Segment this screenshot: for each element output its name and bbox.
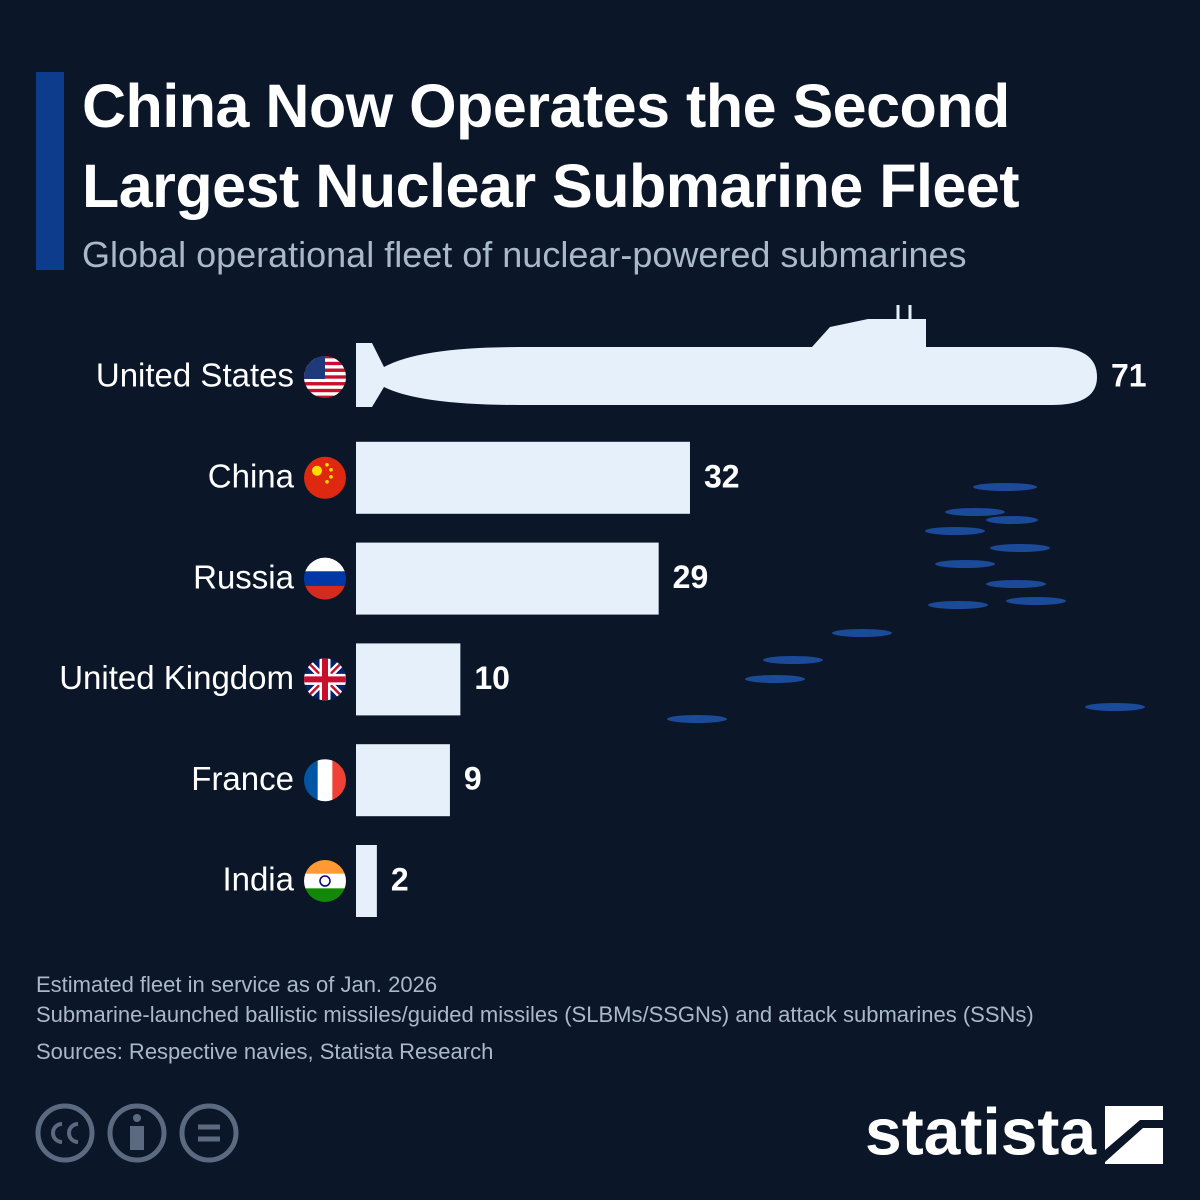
brand: statista bbox=[865, 1094, 1097, 1168]
flag-part bbox=[325, 463, 329, 467]
note: Estimated fleet in service as of Jan. 20… bbox=[36, 972, 438, 997]
bar bbox=[356, 845, 377, 917]
bar bbox=[356, 542, 659, 615]
flag-part bbox=[304, 385, 346, 390]
category-label: Russia bbox=[193, 558, 295, 595]
flag bbox=[304, 658, 346, 701]
flag-part bbox=[325, 480, 329, 484]
flag-part bbox=[332, 759, 346, 802]
flag-part bbox=[304, 571, 346, 587]
value-label: 71 bbox=[1111, 357, 1147, 393]
notes: Estimated fleet in service as of Jan. 20… bbox=[36, 970, 1034, 1030]
category-label: India bbox=[222, 861, 294, 898]
flag bbox=[304, 456, 346, 499]
flag-part bbox=[304, 658, 346, 701]
chart-subtitle: Global operational fleet of nuclear-powe… bbox=[82, 234, 967, 275]
decoration bbox=[667, 483, 1145, 723]
source: Sources: Respective navies, Statista Res… bbox=[36, 1039, 494, 1064]
flag-part bbox=[304, 456, 346, 499]
value-label: 29 bbox=[673, 559, 709, 595]
value-label: 2 bbox=[391, 861, 409, 897]
value-label: 9 bbox=[464, 761, 482, 797]
submarine-bar bbox=[356, 319, 1097, 407]
category-label: China bbox=[208, 458, 295, 495]
value-label: 10 bbox=[474, 660, 510, 696]
note: Submarine-launched ballistic missiles/gu… bbox=[36, 1002, 1034, 1027]
flag-part bbox=[304, 395, 346, 398]
bar bbox=[356, 744, 450, 817]
flag bbox=[304, 860, 346, 902]
value-label: 32 bbox=[704, 458, 740, 494]
brand-logo bbox=[1105, 1106, 1163, 1164]
flag-part bbox=[304, 382, 346, 386]
flag-part bbox=[304, 378, 346, 383]
flag bbox=[304, 356, 346, 398]
flag-part bbox=[329, 468, 333, 472]
flag-part bbox=[304, 873, 346, 889]
flag-part bbox=[304, 356, 325, 379]
flag-part bbox=[329, 475, 333, 479]
category-label: France bbox=[191, 760, 294, 797]
license-icons bbox=[35, 1103, 239, 1163]
accent-bar bbox=[36, 72, 64, 270]
periscope bbox=[896, 305, 912, 319]
bar bbox=[356, 441, 690, 514]
flag-part bbox=[317, 759, 333, 802]
flag-part bbox=[304, 392, 346, 396]
flag-part bbox=[304, 557, 346, 572]
flag-part bbox=[304, 585, 346, 600]
flag-part bbox=[304, 860, 346, 874]
category-label: United Kingdom bbox=[59, 659, 294, 696]
flag-part bbox=[312, 465, 322, 476]
flag-part bbox=[304, 388, 346, 393]
flag bbox=[304, 759, 346, 802]
category-label: United States bbox=[96, 357, 294, 394]
bar bbox=[356, 643, 461, 716]
flag-part bbox=[304, 888, 346, 902]
flag bbox=[304, 557, 346, 600]
flag-part bbox=[319, 875, 331, 887]
flag-part bbox=[304, 759, 318, 802]
chart-title: China Now Operates the Second Largest Nu… bbox=[82, 72, 1020, 220]
